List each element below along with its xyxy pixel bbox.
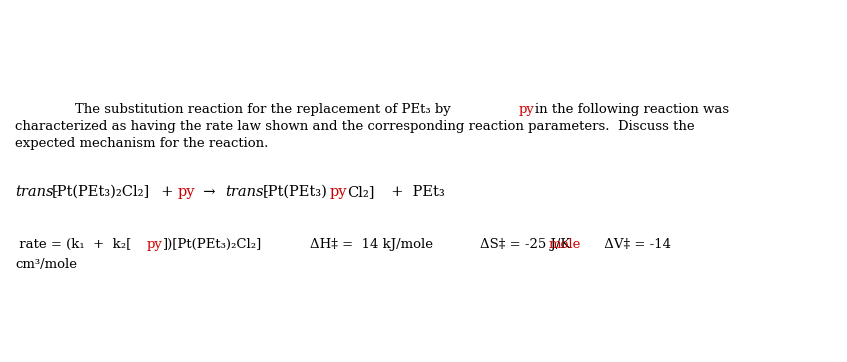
Text: [Pt(PEt₃): [Pt(PEt₃) xyxy=(263,185,328,199)
Text: expected mechanism for the reaction.: expected mechanism for the reaction. xyxy=(15,137,268,150)
Text: [Pt(PEt₃)₂Cl₂]: [Pt(PEt₃)₂Cl₂] xyxy=(52,185,150,199)
Text: ΔS‡ = -25 J/K: ΔS‡ = -25 J/K xyxy=(480,238,570,251)
Text: mole: mole xyxy=(549,238,581,251)
Text: rate = (k₁  +  k₂[: rate = (k₁ + k₂[ xyxy=(15,238,131,251)
Text: in the following reaction was: in the following reaction was xyxy=(535,103,729,116)
Text: py: py xyxy=(519,103,534,116)
Text: ΔV‡ = -14: ΔV‡ = -14 xyxy=(600,238,671,251)
Text: +  PEt₃: + PEt₃ xyxy=(382,185,445,199)
Text: Cl₂]: Cl₂] xyxy=(347,185,374,199)
Text: trans-: trans- xyxy=(15,185,58,199)
Text: py: py xyxy=(178,185,196,199)
Text: py: py xyxy=(147,238,163,251)
Text: cm³/mole: cm³/mole xyxy=(15,258,77,271)
Text: The substitution reaction for the replacement of PEt₃ by: The substitution reaction for the replac… xyxy=(75,103,455,116)
Text: py: py xyxy=(330,185,347,199)
Text: +: + xyxy=(152,185,183,199)
Text: trans-: trans- xyxy=(225,185,268,199)
Text: →: → xyxy=(194,185,224,199)
Text: ])[Pt(PEt₃)₂Cl₂]: ])[Pt(PEt₃)₂Cl₂] xyxy=(162,238,261,251)
Text: characterized as having the rate law shown and the corresponding reaction parame: characterized as having the rate law sho… xyxy=(15,120,695,133)
Text: ΔH‡ =  14 kJ/mole: ΔH‡ = 14 kJ/mole xyxy=(310,238,433,251)
